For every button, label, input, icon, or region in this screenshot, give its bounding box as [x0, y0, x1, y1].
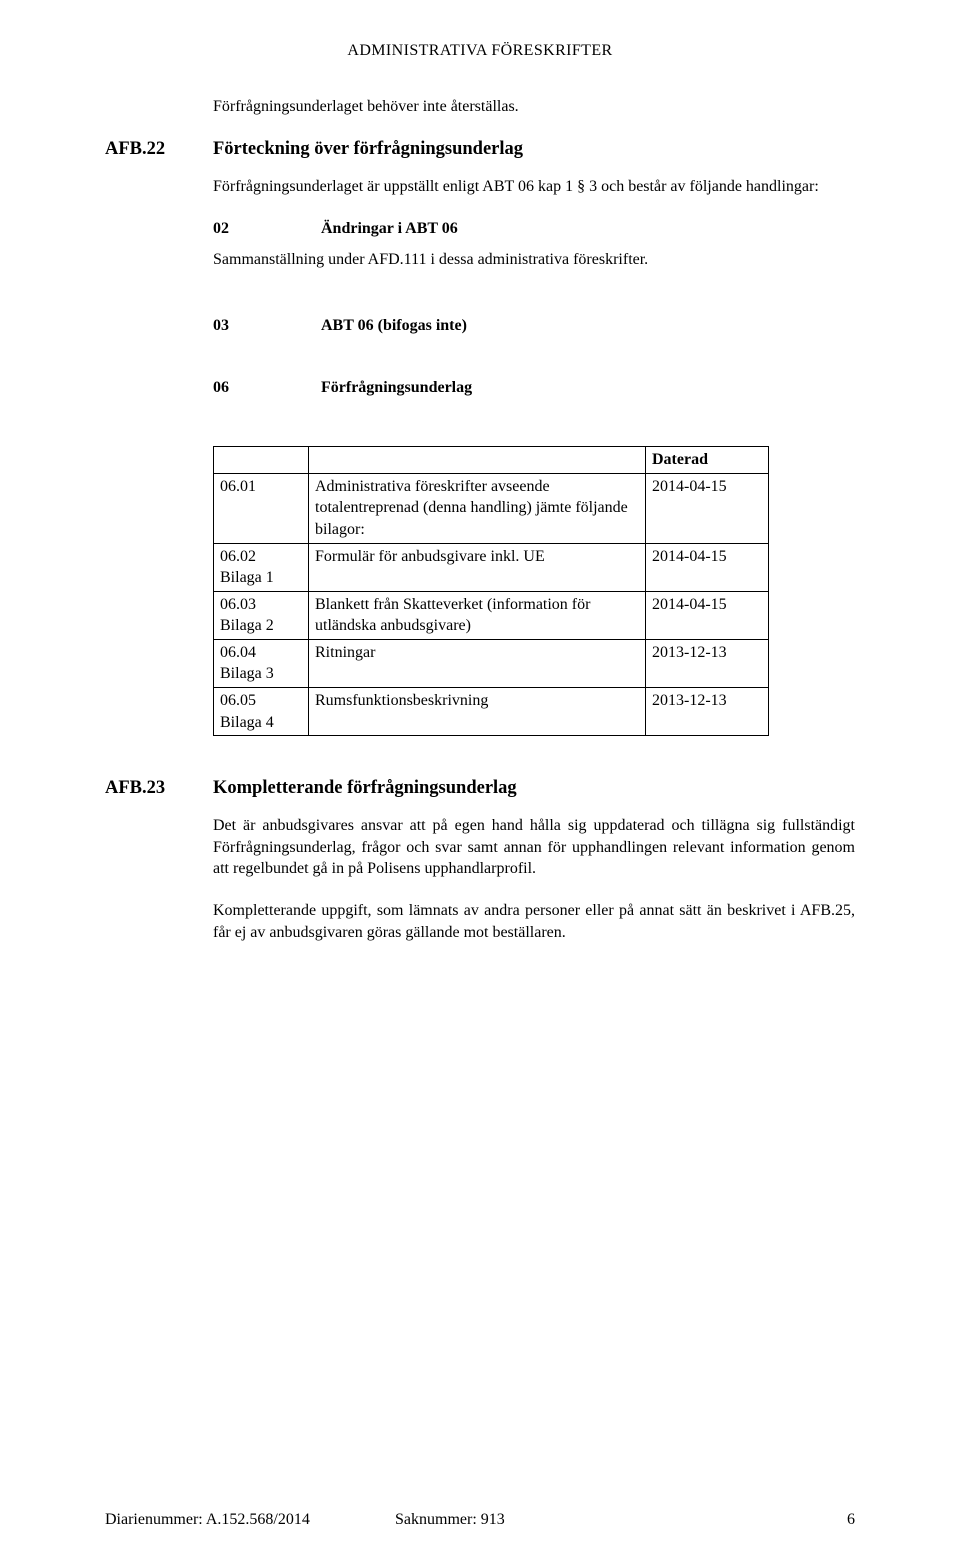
sub-title: Ändringar i ABT 06 [321, 218, 458, 240]
table-row: 06.05 Bilaga 4 Rumsfunktionsbeskrivning … [214, 688, 769, 736]
afb22-p1: Förfrågningsunderlaget är uppställt enli… [213, 176, 855, 198]
table-header-empty2 [309, 447, 646, 474]
cell-code: 06.05 Bilaga 4 [214, 688, 309, 736]
cell-code: 06.01 [214, 473, 309, 543]
section-afb22: AFB.22 Förteckning över förfrågningsunde… [105, 137, 855, 162]
cell-date: 2014-04-15 [646, 591, 769, 639]
cell-code: 06.02 Bilaga 1 [214, 543, 309, 591]
sub-code: 02 [213, 218, 321, 240]
sub-code: 06 [213, 377, 321, 399]
cell-date: 2013-12-13 [646, 688, 769, 736]
cell-desc: Rumsfunktionsbeskrivning [309, 688, 646, 736]
afb23-p2: Kompletterande uppgift, som lämnats av a… [213, 900, 855, 943]
attachments-table: Daterad 06.01 Administrativa föreskrifte… [213, 446, 769, 736]
cell-desc: Ritningar [309, 639, 646, 687]
table-row: 06.01 Administrativa föreskrifter avseen… [214, 473, 769, 543]
footer-diarie: Diarienummer: A.152.568/2014 [105, 1509, 395, 1531]
table-row: 06.04 Bilaga 3 Ritningar 2013-12-13 [214, 639, 769, 687]
section-afb23: AFB.23 Kompletterande förfrågningsunderl… [105, 776, 855, 801]
subsection-06: 06 Förfrågningsunderlag [213, 377, 855, 399]
cell-desc: Administrativa föreskrifter avseende tot… [309, 473, 646, 543]
page-footer: Diarienummer: A.152.568/2014 Saknummer: … [105, 1509, 855, 1531]
sub-title: ABT 06 (bifogas inte) [321, 315, 467, 337]
subsection-02: 02 Ändringar i ABT 06 [213, 218, 855, 240]
table-header-empty1 [214, 447, 309, 474]
section-title: Förteckning över förfrågningsunderlag [213, 137, 523, 162]
section-title: Kompletterande förfrågningsunderlag [213, 776, 517, 801]
sub-code: 03 [213, 315, 321, 337]
page-header: ADMINISTRATIVA FÖRESKRIFTER [105, 40, 855, 62]
cell-date: 2014-04-15 [646, 543, 769, 591]
table-row: 06.03 Bilaga 2 Blankett från Skatteverke… [214, 591, 769, 639]
subsection-03: 03 ABT 06 (bifogas inte) [213, 315, 855, 337]
cell-desc: Formulär för anbudsgivare inkl. UE [309, 543, 646, 591]
cell-date: 2014-04-15 [646, 473, 769, 543]
attachments-table-wrap: Daterad 06.01 Administrativa föreskrifte… [213, 446, 855, 736]
table-header-date: Daterad [646, 447, 769, 474]
afb22-p2: Sammanställning under AFD.111 i dessa ad… [213, 249, 855, 271]
cell-code: 06.04 Bilaga 3 [214, 639, 309, 687]
footer-sak: Saknummer: 913 [395, 1509, 825, 1531]
cell-code: 06.03 Bilaga 2 [214, 591, 309, 639]
sub-title: Förfrågningsunderlag [321, 377, 472, 399]
afb23-p1: Det är anbudsgivares ansvar att på egen … [213, 815, 855, 880]
table-header-row: Daterad [214, 447, 769, 474]
table-row: 06.02 Bilaga 1 Formulär för anbudsgivare… [214, 543, 769, 591]
intro-paragraph: Förfrågningsunderlaget behöver inte åter… [213, 96, 855, 118]
cell-desc: Blankett från Skatteverket (information … [309, 591, 646, 639]
section-code: AFB.22 [105, 137, 213, 162]
section-code: AFB.23 [105, 776, 213, 801]
cell-date: 2013-12-13 [646, 639, 769, 687]
footer-page-number: 6 [825, 1509, 855, 1531]
